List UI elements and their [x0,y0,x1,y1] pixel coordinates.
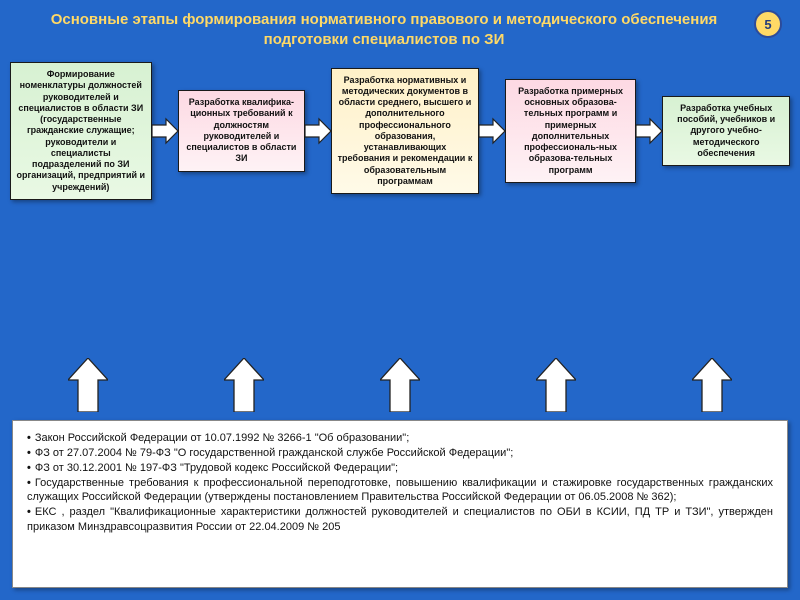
up-arrows-row [10,358,790,412]
laws-panel: Закон Российской Федерации от 10.07.1992… [12,420,788,588]
page-title: Основные этапы формирования нормативного… [28,10,740,51]
arrow-up-icon [68,358,108,412]
law-item: Государственные требования к профессиона… [27,476,773,506]
page-number: 5 [764,17,771,32]
arrow-right-icon [479,117,505,145]
stage-box-2: Разработка квалифика-ционных требований … [178,90,306,172]
arrow-up-icon [380,358,420,412]
law-item: Закон Российской Федерации от 10.07.1992… [27,431,773,446]
stage-box-4: Разработка примерных основных образова-т… [505,79,637,183]
law-item: ФЗ от 30.12.2001 № 197-ФЗ "Трудовой коде… [27,461,773,476]
flow-row: Формирование номенклатуры должностей рук… [10,62,790,200]
law-item: ФЗ от 27.07.2004 № 79-ФЗ "О государствен… [27,446,773,461]
page-number-badge: 5 [754,10,782,38]
arrow-up-icon [536,358,576,412]
title-text: Основные этапы формирования нормативного… [51,11,718,48]
stage-box-1: Формирование номенклатуры должностей рук… [10,62,152,200]
arrow-right-icon [305,117,331,145]
arrow-right-icon [636,117,662,145]
arrow-up-icon [224,358,264,412]
law-item: ЕКС , раздел "Квалификационные характери… [27,505,773,535]
arrow-right-icon [152,117,178,145]
stage-box-3: Разработка нормативных и методических до… [331,68,479,195]
arrow-up-icon [692,358,732,412]
stage-box-5: Разработка учебных пособий, учебников и … [662,96,790,166]
